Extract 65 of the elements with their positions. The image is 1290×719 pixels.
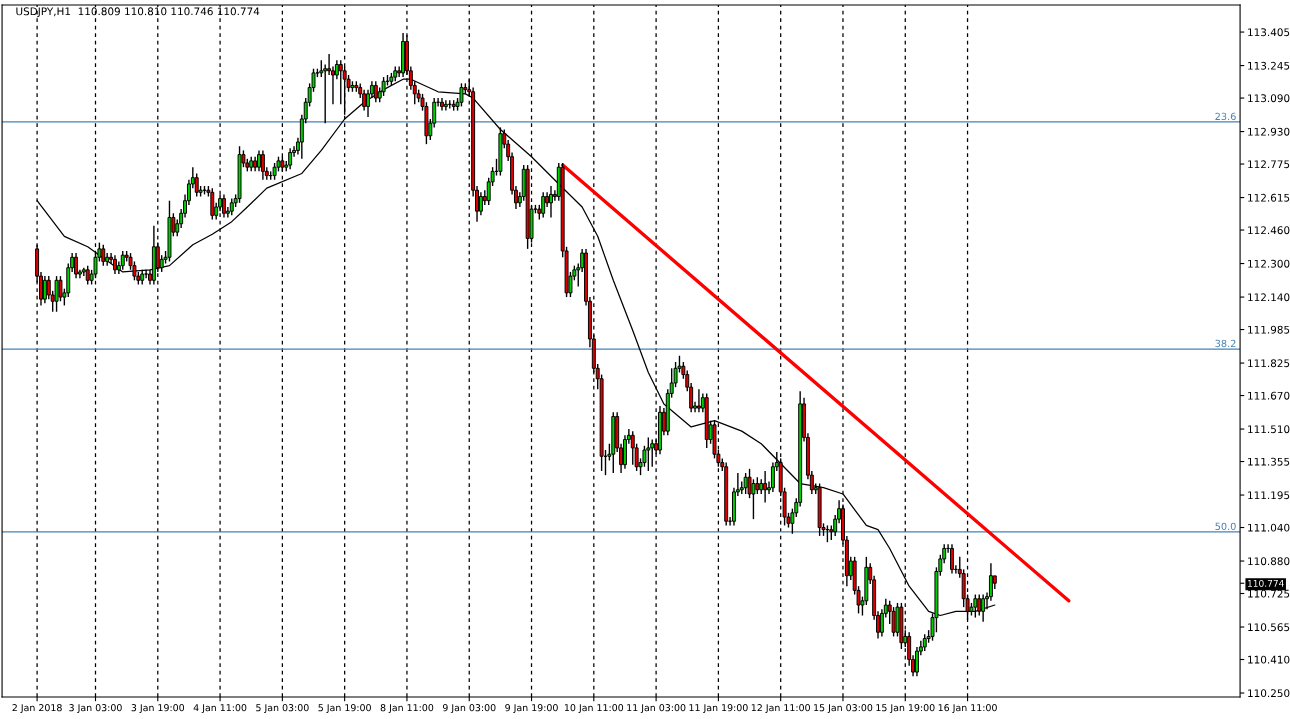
y-tick-label: 110.250: [1248, 689, 1290, 698]
annotation: 50.0: [1215, 522, 1236, 531]
x-tick-label: 3 Jan 03:00: [69, 704, 122, 714]
y-tick-label: 112.300: [1248, 259, 1290, 268]
annotation: 38.2: [1215, 339, 1236, 348]
candlestick: [950, 543, 954, 575]
candlestick: [58, 275, 63, 302]
candlestick: [459, 82, 464, 108]
candlestick: [257, 149, 261, 173]
x-tick-label: 15 Jan 03:00: [814, 704, 873, 714]
y-tick-label: 111.195: [1248, 491, 1290, 500]
candlestick: [549, 185, 553, 219]
x-tick-label: 15 Jan 19:00: [876, 704, 935, 714]
y-tick-label: 110.565: [1248, 623, 1290, 632]
candlestick: [222, 193, 226, 219]
y-tick-label: 111.040: [1248, 523, 1290, 532]
y-tick-label: 112.615: [1248, 193, 1290, 202]
candlestick: [101, 244, 106, 267]
y-tick-label: 110.880: [1248, 557, 1290, 566]
candlestick: [105, 252, 110, 267]
x-tick-label: 16 Jan 11:00: [938, 704, 997, 714]
x-tick-label: 5 Jan 19:00: [318, 704, 371, 714]
candlestick: [443, 99, 448, 112]
y-tick-label: 111.670: [1248, 391, 1290, 400]
y-tick-label: 112.930: [1248, 127, 1290, 136]
x-tick-label: 9 Jan 19:00: [505, 704, 558, 714]
candlestick: [144, 269, 149, 279]
x-tick-label: 11 Jan 19:00: [689, 704, 748, 714]
y-tick-label: 111.985: [1248, 325, 1290, 334]
y-tick-label: 111.355: [1248, 457, 1290, 466]
y-tick-label: 110.774: [1248, 579, 1284, 587]
x-tick-label: 8 Jan 11:00: [380, 704, 434, 714]
y-tick-label: 110.725: [1248, 589, 1290, 598]
annotation: 23.6: [1215, 112, 1236, 121]
y-tick-label: 112.140: [1248, 293, 1290, 302]
x-tick-label: 5 Jan 03:00: [256, 704, 309, 714]
x-tick-label: 2 Jan 2018: [12, 704, 62, 714]
y-tick-label: 112.775: [1248, 160, 1290, 169]
candlestick: [120, 250, 125, 271]
x-tick-label: 4 Jan 11:00: [193, 704, 247, 714]
candlestick: [646, 436, 651, 472]
candlestick: [763, 470, 768, 504]
candlestick: [288, 147, 293, 170]
y-tick-label: 113.090: [1248, 94, 1290, 103]
candlestick: [323, 63, 328, 124]
y-tick-label: 111.825: [1248, 359, 1290, 368]
x-tick-label: 11 Jan 03:00: [627, 704, 686, 714]
candlestick: [42, 275, 47, 305]
candlestick: [74, 252, 78, 279]
x-tick-label: 12 Jan 11:00: [751, 704, 810, 714]
candlestick: [260, 149, 265, 181]
x-tick-label: 9 Jan 03:00: [442, 704, 496, 714]
y-tick-label: 112.460: [1248, 226, 1290, 235]
candlestick: [751, 478, 756, 520]
candlestick: [478, 191, 483, 217]
chart-title: USDJPY,H1 110.809 110.810 110.746 110.774: [16, 7, 260, 18]
candlestick: [54, 275, 59, 313]
candlestick: [440, 97, 444, 112]
x-tick-label: 10 Jan 11:00: [564, 704, 624, 714]
x-tick-label: 3 Jan 19:00: [131, 704, 185, 714]
y-tick-label: 111.510: [1248, 425, 1290, 434]
y-tick-label: 113.405: [1248, 28, 1290, 37]
candlestick: [113, 254, 117, 275]
y-tick-label: 110.410: [1248, 655, 1290, 664]
y-tick-label: 113.245: [1248, 61, 1290, 70]
